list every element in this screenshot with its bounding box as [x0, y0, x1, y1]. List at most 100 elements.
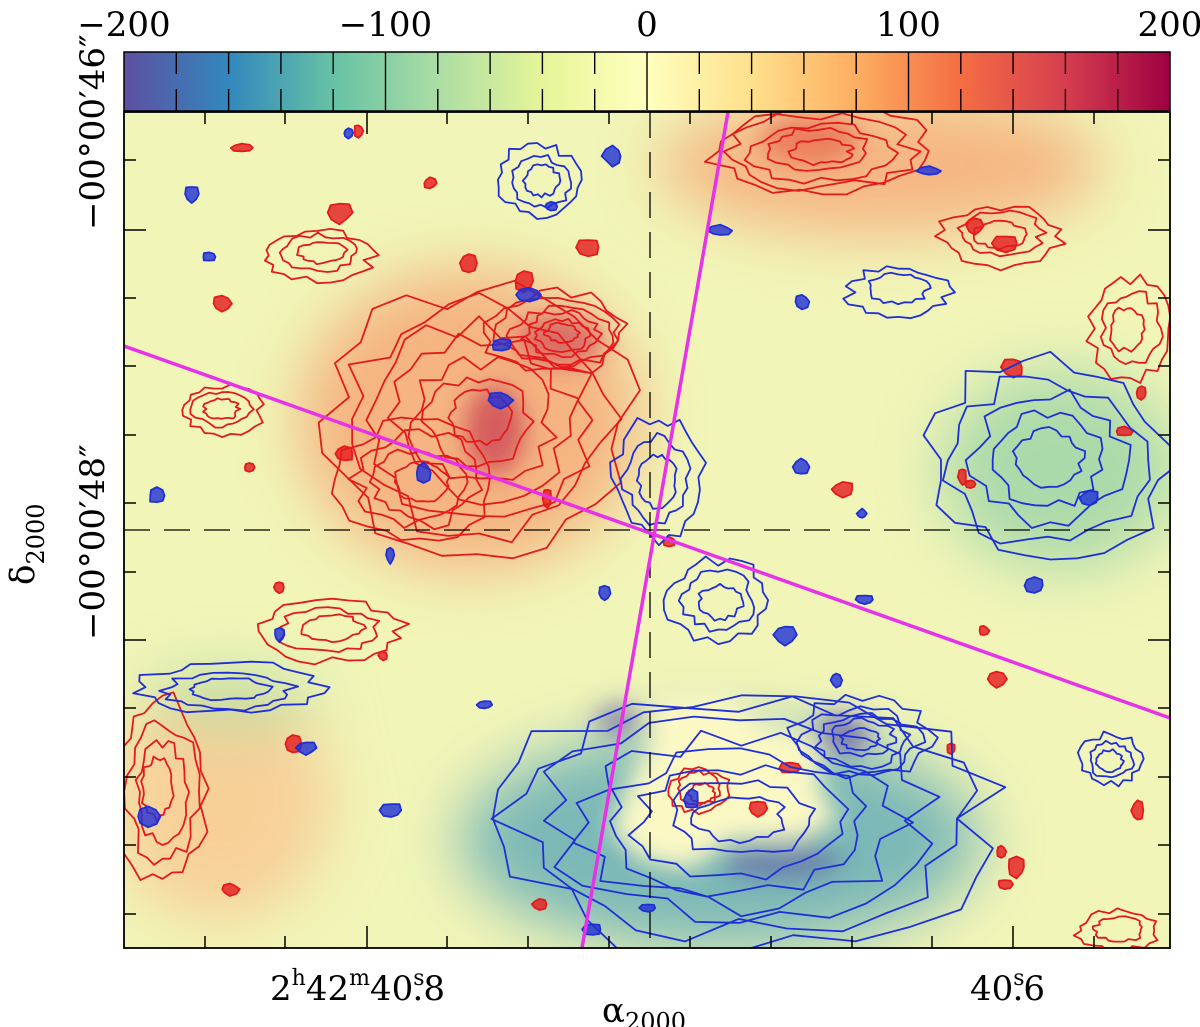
blueshift-peak-3	[720, 840, 840, 880]
red-contour-ridge	[492, 297, 621, 366]
red-contour-speck	[212, 294, 233, 313]
red-contour-ridge	[520, 309, 603, 358]
colorbar-tick-label: −100	[339, 5, 432, 45]
red-contour-north	[787, 137, 855, 166]
colorbar-ticks	[175, 52, 1119, 111]
blue-contour-speck	[491, 338, 512, 352]
blue-contour-speck	[772, 625, 798, 647]
blue-contour-speck	[794, 294, 811, 311]
x-axis-title: α2000	[602, 991, 686, 1027]
red-contour-west	[330, 416, 491, 542]
velocity-map	[124, 112, 1170, 948]
blue-contour-southeast	[1094, 748, 1125, 774]
red-contour-ridge	[533, 317, 592, 353]
red-contour-north	[722, 112, 922, 192]
colorbar: −200 −100 0 100 200	[77, 5, 1200, 112]
blue-contour-westbar	[158, 671, 299, 712]
red-contour-southwest	[134, 739, 190, 846]
red-contour-speck	[1007, 855, 1025, 880]
frame-ticks	[124, 112, 1170, 948]
blue-contour-north	[521, 163, 562, 199]
blue-contour-center-south	[662, 555, 769, 645]
reference-crosshair	[124, 112, 1170, 948]
red-contour-speck	[334, 445, 354, 462]
red-contour-speck	[530, 898, 548, 911]
red-contour-west	[393, 460, 451, 503]
blue-contour-speck	[1078, 489, 1099, 507]
colorbar-tick-labels: −200 −100 0 100 200	[77, 5, 1200, 45]
blue-contour-east	[942, 375, 1151, 545]
red-contour-ridge	[482, 286, 629, 375]
blue-contour-knot	[831, 716, 898, 758]
blue-contour-speck	[385, 546, 396, 565]
blue-contour-speck	[274, 626, 286, 644]
blue-contour-east	[922, 350, 1170, 561]
blue-contour-speck	[683, 788, 699, 809]
blue-contour-southeast	[1089, 739, 1136, 779]
red-contour-speck	[996, 844, 1008, 859]
blue-contour-center	[609, 417, 707, 547]
red-contour-speck	[423, 176, 438, 190]
blue-contour-speck	[915, 165, 942, 176]
blue-contour-east	[991, 409, 1104, 507]
blue-contour-speck	[600, 144, 622, 168]
red-contour-westknot	[189, 391, 255, 429]
y-tick-label-48: −00°00′48″	[73, 444, 113, 640]
red-contour-speck	[244, 462, 256, 473]
red-contour-west	[347, 428, 484, 531]
red-contour-speck	[229, 142, 254, 153]
red-contour-southwest	[124, 691, 210, 881]
blue-contour-south	[627, 764, 850, 881]
colorbar-tick-label: 100	[876, 5, 941, 45]
blue-contour-speck	[829, 672, 844, 689]
red-contour-east	[1109, 306, 1146, 353]
blue-contour-south	[672, 779, 816, 853]
red-contour-speck	[353, 124, 365, 139]
red-contour-speck	[956, 468, 967, 486]
blue-contour-speck	[294, 741, 318, 756]
blue-contour-east	[1012, 426, 1087, 489]
red-contour-streak	[300, 613, 367, 643]
red-contour-speck	[221, 882, 241, 897]
red-contour-westknot	[202, 397, 242, 420]
red-contour-speck	[1135, 385, 1147, 401]
red-contour-speck	[978, 625, 991, 636]
blue-contour-center-south	[697, 583, 745, 622]
red-contour-east	[1099, 290, 1164, 365]
blue-contour-southeast	[1077, 730, 1145, 788]
red-contour-southwest	[140, 755, 175, 824]
red-contour-streak	[256, 597, 410, 666]
red-contour-north	[743, 121, 899, 185]
redshift-region-lower-left	[124, 680, 330, 920]
y-tick-label-46: −00°00′46″	[73, 34, 113, 230]
red-contour-northeast	[934, 205, 1067, 272]
blue-contour-knot	[839, 727, 881, 752]
red-contour-southeast	[1072, 907, 1159, 948]
red-contour-speck	[1115, 425, 1134, 437]
x-tick-label-40-6: 40s.6	[970, 966, 1045, 1009]
red-contour-northwest	[278, 231, 358, 273]
red-contour-speck	[575, 239, 600, 258]
blue-contour-knot	[814, 712, 912, 770]
magenta-line-shallow	[124, 344, 1170, 720]
blue-contour-speck	[415, 461, 432, 484]
red-contour-speck	[997, 879, 1014, 890]
blue-contour-speck	[378, 803, 403, 818]
blue-contour-speck	[184, 186, 200, 204]
colorbar-tick-label: 200	[1138, 5, 1200, 45]
x-tick-labels: 2h42m40s.8 40s.6	[270, 966, 1045, 1009]
redshift-peak-3	[760, 115, 860, 165]
blue-contour-speck	[854, 594, 874, 606]
x-tick-label-40-8: 2h42m40s.8	[270, 966, 445, 1009]
colorbar-tick-label: −200	[77, 5, 170, 45]
blue-contour-speck	[638, 903, 657, 913]
red-contour-west	[368, 448, 469, 521]
red-contour-main	[420, 376, 535, 468]
map-frame	[123, 111, 1171, 949]
red-contour-speck	[990, 235, 1018, 254]
blue-contour-south	[690, 796, 786, 844]
blue-contour-east	[964, 388, 1132, 529]
blue-contour-northeast	[842, 265, 956, 320]
red-contour-speck	[377, 650, 388, 662]
magenta-line-steep	[580, 112, 730, 948]
